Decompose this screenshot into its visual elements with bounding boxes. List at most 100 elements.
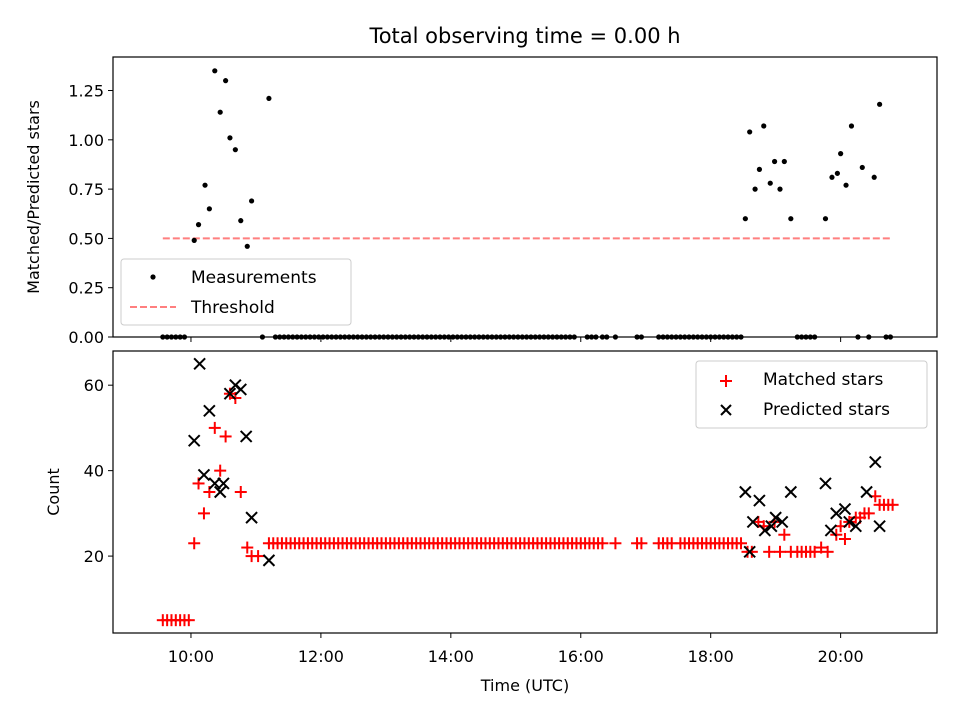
predicted-star-d2 bbox=[775, 515, 789, 529]
top-x-axis-ticks bbox=[190, 337, 842, 342]
measurement-point bbox=[232, 147, 238, 153]
predicted-star-d2 bbox=[203, 404, 216, 418]
measurement-point bbox=[788, 216, 794, 222]
matched-star-point bbox=[815, 541, 828, 554]
predicted-star-point bbox=[245, 511, 258, 524]
legend-measurements-marker bbox=[150, 274, 156, 280]
legend-matched-marker bbox=[720, 375, 732, 387]
matched-star-point bbox=[808, 545, 821, 558]
bottom-x-tick-label: 20:00 bbox=[818, 647, 864, 666]
predicted-star-d2 bbox=[830, 507, 843, 520]
matched-star-point bbox=[763, 545, 776, 558]
measurement-point bbox=[266, 95, 272, 102]
top-y-tick-label: 0.50 bbox=[68, 229, 104, 248]
top-y-tick-label: 0.25 bbox=[68, 279, 104, 298]
measurement-point bbox=[212, 68, 218, 74]
bottom-y-tick-label: 40 bbox=[84, 462, 104, 481]
measurement-point bbox=[871, 174, 877, 180]
bottom-legend-box bbox=[695, 360, 928, 429]
measurement-point bbox=[191, 237, 197, 243]
predicted-star-point bbox=[743, 545, 756, 559]
bottom-x-tick-label: 14:00 bbox=[428, 647, 474, 666]
top-y-tick-label: 1.25 bbox=[68, 82, 104, 101]
predicted-star-d2 bbox=[843, 515, 856, 529]
top-plot: 0.00 0.25 0.50 0.75 1.00 1.25 Matched/Predict… bbox=[24, 56, 938, 347]
matched-star-point bbox=[214, 464, 227, 477]
bottom-y-tick-label: 60 bbox=[84, 376, 104, 395]
bottom-plot-marks bbox=[156, 357, 899, 627]
predicted-star-point bbox=[223, 387, 237, 400]
predicted-star-d2 bbox=[746, 515, 760, 529]
matched-star-point bbox=[197, 507, 210, 520]
predicted-star-d2 bbox=[765, 519, 778, 533]
predicted-star-d2 bbox=[869, 455, 882, 469]
predicted-star-point bbox=[849, 519, 862, 533]
predicted-star-d2 bbox=[849, 519, 862, 533]
predicted-star-d2 bbox=[245, 511, 258, 524]
bottom-x-tick-label: 10:00 bbox=[168, 647, 214, 666]
predicted-star-d2 bbox=[758, 524, 772, 537]
legend-predicted-marker bbox=[720, 404, 732, 416]
predicted-star-d2 bbox=[223, 387, 237, 400]
matched-star-point bbox=[745, 545, 758, 558]
bottom-y-axis: 20 40 60 bbox=[84, 376, 113, 566]
bottom-x-tick-label: 16:00 bbox=[558, 647, 604, 666]
predicted-star-point bbox=[860, 485, 873, 499]
measurement-point bbox=[767, 180, 773, 186]
predicted-star-d2 bbox=[739, 485, 752, 499]
top-y-tick-label: 1.00 bbox=[68, 131, 104, 150]
predicted-star-d2 bbox=[838, 502, 852, 516]
measurement-point bbox=[202, 182, 208, 188]
matched-star-point bbox=[182, 614, 195, 627]
matched-star-point bbox=[886, 498, 899, 511]
measurement-point bbox=[756, 166, 763, 172]
predicted-star-point bbox=[203, 404, 216, 418]
measurement-point bbox=[195, 222, 202, 228]
top-chart-title: Total observing time = 0.00 h bbox=[368, 24, 680, 48]
top-legend-box bbox=[120, 258, 352, 326]
matched-star-point bbox=[838, 533, 851, 545]
bottom-plot-frame bbox=[112, 350, 938, 634]
bottom-y-tick-label: 20 bbox=[84, 547, 104, 566]
bottom-x-axis-label: Time (UTC) bbox=[480, 676, 569, 695]
predicted-star-d2 bbox=[873, 519, 886, 533]
predicted-star-d2 bbox=[188, 434, 201, 447]
predicted-star-d2 bbox=[769, 511, 782, 524]
matched-star-point bbox=[778, 528, 791, 541]
predicted-star-d2 bbox=[784, 485, 798, 499]
predicted-star-point bbox=[213, 485, 227, 499]
measurement-point bbox=[877, 101, 883, 107]
predicted-star-point bbox=[234, 383, 247, 396]
measurement-point bbox=[761, 123, 767, 129]
legend-predicted-label: Predicted stars bbox=[763, 400, 890, 420]
predicted-star-point bbox=[239, 430, 253, 443]
matched-star-point bbox=[862, 507, 875, 520]
matched-star-point bbox=[609, 537, 622, 550]
legend-matched-label: Matched stars bbox=[763, 370, 883, 390]
bottom-x-tick-label: 18:00 bbox=[688, 647, 734, 666]
predicted-star-d2 bbox=[193, 357, 206, 371]
matched-star-point bbox=[219, 430, 232, 443]
measurement-point bbox=[238, 218, 244, 224]
measurement-point bbox=[223, 78, 229, 84]
predicted-star-point bbox=[873, 519, 886, 533]
measurement-point bbox=[742, 216, 748, 222]
predicted-star-d2 bbox=[234, 383, 247, 396]
measurement-point bbox=[777, 186, 783, 192]
top-legend: Measurements Threshold bbox=[120, 258, 352, 326]
measurement-point bbox=[829, 174, 835, 180]
matched-star-point bbox=[821, 545, 834, 558]
bottom-x-axis: 10:00 12:00 14:00 16:00 18:00 20:00 bbox=[168, 633, 864, 666]
bottom-y-axis-label: Count bbox=[44, 468, 63, 516]
top-y-axis: 0.00 0.25 0.50 0.75 1.00 1.25 bbox=[68, 82, 113, 347]
predicted-star-point bbox=[765, 519, 778, 533]
matched-star-point bbox=[596, 537, 609, 550]
predicted-star-d2 bbox=[213, 485, 227, 499]
predicted-star-point bbox=[819, 477, 832, 490]
measurement-point bbox=[752, 186, 758, 192]
matched-star-point bbox=[188, 537, 201, 550]
predicted-star-d2 bbox=[239, 430, 253, 443]
measurement-point bbox=[843, 182, 849, 188]
